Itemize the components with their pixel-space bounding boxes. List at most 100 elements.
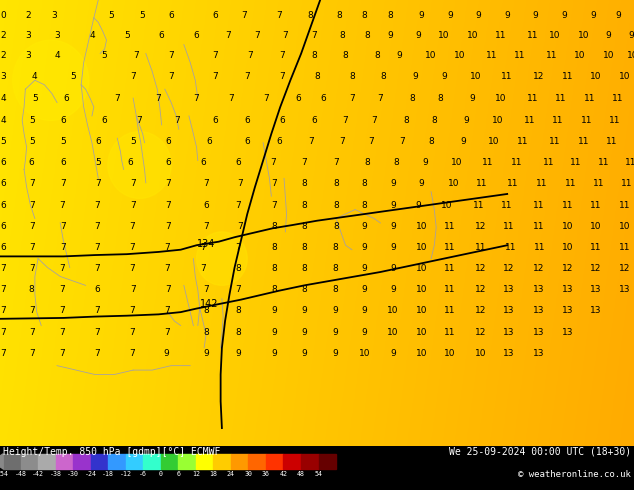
Text: 8: 8	[428, 137, 434, 147]
Text: 9: 9	[361, 328, 368, 337]
Text: 11: 11	[533, 221, 545, 231]
Text: 10: 10	[470, 72, 481, 81]
Text: 6: 6	[279, 116, 285, 125]
Text: 7: 7	[129, 328, 135, 337]
Text: 8: 8	[336, 11, 342, 20]
Text: 6: 6	[0, 243, 6, 252]
Text: 6: 6	[235, 158, 241, 167]
Text: 6: 6	[206, 137, 212, 147]
Bar	[231, 454, 249, 469]
Text: 11: 11	[514, 51, 526, 60]
Text: 142: 142	[200, 298, 218, 309]
Text: 9: 9	[271, 349, 277, 358]
Text: 10: 10	[416, 221, 427, 231]
Text: 9: 9	[271, 328, 277, 337]
Text: 7: 7	[301, 158, 307, 167]
Text: 8: 8	[307, 11, 314, 20]
Text: 6: 6	[158, 31, 165, 40]
Text: 4: 4	[1, 94, 6, 102]
Text: 7: 7	[247, 51, 254, 60]
Text: 9: 9	[561, 11, 567, 20]
Bar	[196, 454, 214, 469]
Text: 6: 6	[276, 137, 282, 147]
Text: 7: 7	[212, 72, 219, 81]
Text: 11: 11	[444, 328, 456, 337]
Text: 8: 8	[271, 264, 277, 273]
Text: 7: 7	[59, 285, 65, 294]
Text: 6: 6	[95, 137, 101, 147]
Text: 9: 9	[615, 11, 621, 20]
Text: 7: 7	[349, 94, 355, 102]
Text: 6: 6	[0, 179, 6, 188]
Text: 11: 11	[552, 116, 564, 125]
Text: 11: 11	[503, 221, 515, 231]
Text: 9: 9	[361, 306, 368, 315]
Text: 13: 13	[503, 349, 515, 358]
Text: 7: 7	[94, 200, 100, 210]
Text: 0: 0	[0, 11, 6, 20]
Text: 4: 4	[89, 31, 94, 40]
Text: 7: 7	[0, 306, 6, 315]
Bar	[301, 454, 318, 469]
Text: 11: 11	[533, 200, 545, 210]
Text: 7: 7	[0, 285, 6, 294]
Text: 54: 54	[314, 471, 323, 477]
Text: 7: 7	[228, 94, 235, 102]
Text: 11: 11	[534, 243, 546, 252]
Text: 8: 8	[271, 221, 277, 231]
Text: -6: -6	[139, 471, 147, 477]
Text: 9: 9	[390, 200, 396, 210]
Polygon shape	[0, 454, 3, 469]
Text: 9: 9	[418, 11, 425, 20]
Text: 7: 7	[59, 328, 65, 337]
Text: 7: 7	[165, 200, 171, 210]
Text: 11: 11	[444, 243, 456, 252]
Text: 8: 8	[332, 285, 338, 294]
Text: 6: 6	[295, 94, 301, 102]
Text: 9: 9	[390, 221, 396, 231]
Text: 8: 8	[374, 51, 380, 60]
Bar	[74, 454, 91, 469]
Text: 10: 10	[441, 200, 453, 210]
Bar	[318, 454, 336, 469]
Text: 2: 2	[1, 51, 6, 60]
Text: 4: 4	[55, 51, 60, 60]
Text: 11: 11	[593, 179, 605, 188]
Text: 9: 9	[164, 349, 170, 358]
Text: 10: 10	[416, 306, 427, 315]
Text: 11: 11	[619, 243, 630, 252]
Bar	[108, 454, 126, 469]
Text: 10: 10	[603, 51, 614, 60]
Text: 10: 10	[488, 137, 499, 147]
Text: 8: 8	[203, 328, 209, 337]
Text: 9: 9	[628, 31, 634, 40]
Text: 7: 7	[399, 137, 406, 147]
Text: 12: 12	[533, 72, 545, 81]
Text: 10: 10	[475, 349, 486, 358]
Text: 11: 11	[606, 137, 618, 147]
Text: 9: 9	[447, 11, 453, 20]
Text: 9: 9	[422, 158, 428, 167]
Text: 7: 7	[133, 51, 139, 60]
Text: 9: 9	[463, 116, 469, 125]
Text: 7: 7	[236, 221, 243, 231]
Text: 9: 9	[418, 179, 425, 188]
Text: 8: 8	[29, 285, 35, 294]
Text: 7: 7	[130, 285, 136, 294]
Text: 12: 12	[533, 264, 545, 273]
Text: 10: 10	[454, 51, 465, 60]
Text: 3: 3	[25, 51, 32, 60]
Text: 7: 7	[155, 94, 162, 102]
Text: 10: 10	[448, 179, 459, 188]
Text: 10: 10	[438, 31, 450, 40]
Text: 7: 7	[269, 158, 276, 167]
Text: 11: 11	[511, 158, 522, 167]
Text: 7: 7	[241, 11, 247, 20]
Text: -24: -24	[85, 471, 97, 477]
Text: 12: 12	[475, 306, 486, 315]
Text: 10: 10	[619, 72, 630, 81]
Text: 11: 11	[501, 72, 513, 81]
Text: 7: 7	[130, 200, 136, 210]
Text: 9: 9	[396, 51, 403, 60]
Text: 8: 8	[301, 285, 307, 294]
